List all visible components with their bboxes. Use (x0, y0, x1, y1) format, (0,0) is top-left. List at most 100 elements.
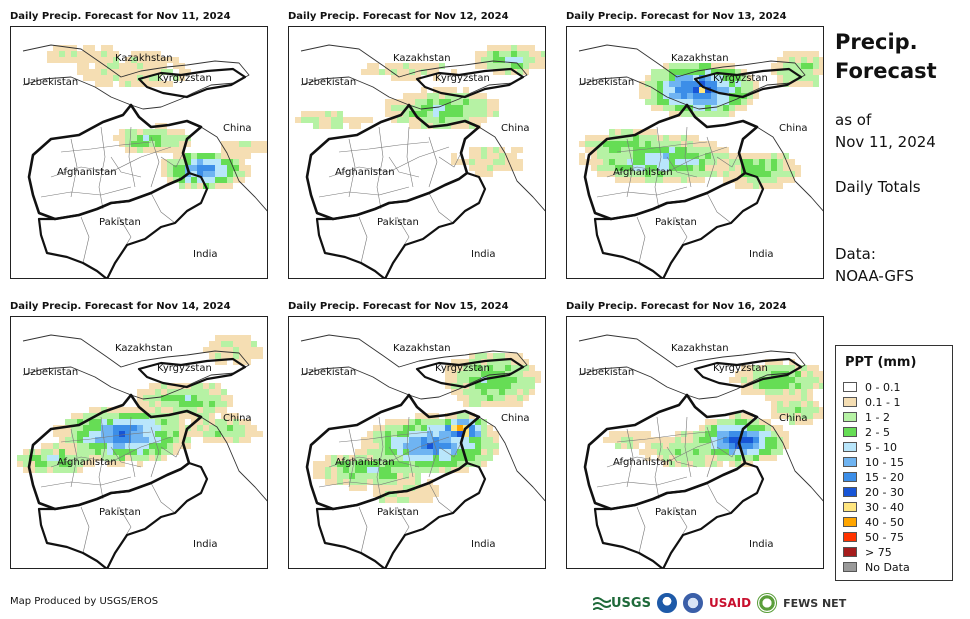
legend-item: 10 - 15 (843, 455, 904, 469)
province-boundary (110, 446, 142, 468)
province-boundary (150, 136, 160, 188)
province-boundary (684, 126, 692, 188)
legend-label: 0 - 0.1 (865, 380, 901, 394)
map-frame: Kazakhstan Uzbekistan Kyrgyzstan China Afgha… (10, 316, 268, 569)
label-pakistan: Pakistan (99, 217, 141, 228)
province-boundary (706, 136, 716, 188)
label-afghanistan: Afghanistan (57, 457, 117, 468)
kyrgyzstan-border (137, 67, 247, 99)
province-boundary (318, 186, 410, 198)
kyrgyzstan-border (137, 357, 247, 389)
label-kyrgyzstan: Kyrgyzstan (435, 363, 490, 374)
province-boundary (666, 446, 698, 468)
legend-label: 30 - 40 (865, 500, 904, 514)
label-uzbekistan: Uzbekistan (579, 367, 634, 378)
as-of-value: Nov 11, 2024 (835, 133, 936, 151)
legend-item: 0.1 - 1 (843, 395, 900, 409)
label-kazakhstan: Kazakhstan (393, 53, 451, 64)
legend-item: 30 - 40 (843, 500, 904, 514)
fews-globe-icon (757, 593, 778, 613)
legend-item: 1 - 2 (843, 410, 890, 424)
legend-item: 20 - 30 (843, 485, 904, 499)
legend-swatch (843, 502, 857, 512)
daily-totals-label: Daily Totals (835, 178, 921, 196)
province-boundary (358, 506, 368, 554)
province-boundary (376, 416, 384, 500)
map-frame: Kazakhstan Uzbekistan Kyrgyzstan China Afgha… (10, 26, 268, 279)
kyrgyzstan-border (415, 67, 525, 99)
as-of-label: as of (835, 111, 872, 129)
label-china: China (779, 413, 808, 424)
kyrgyzstan-border (693, 357, 803, 389)
precip-grid (313, 353, 541, 503)
precip-map: Kazakhstan Uzbekistan Kyrgyzstan China Afgha… (300, 334, 545, 568)
province-boundary (376, 126, 384, 210)
province-boundary (98, 126, 106, 210)
precip-map: Kazakhstan Uzbekistan Kyrgyzstan China Afgha… (22, 44, 267, 278)
precip-grid (47, 45, 267, 189)
panel-title: Daily Precip. Forecast for Nov 12, 2024 (288, 11, 509, 22)
province-boundary (160, 442, 184, 458)
precip-map: Kazakhstan Uzbekistan Kyrgyzstan China Afgha… (17, 334, 267, 568)
province-boundary (50, 146, 172, 178)
province-boundary (616, 141, 708, 153)
panel-title: Daily Precip. Forecast for Nov 13, 2024 (566, 11, 787, 22)
label-kyrgyzstan: Kyrgyzstan (713, 363, 768, 374)
label-kyrgyzstan: Kyrgyzstan (157, 73, 212, 84)
country-boundary (478, 416, 545, 502)
province-boundary (666, 156, 698, 178)
map-frame: Kazakhstan Uzbekistan Kyrgyzstan China Afgha… (288, 316, 546, 569)
label-kazakhstan: Kazakhstan (671, 53, 729, 64)
precip-grid (295, 45, 545, 177)
legend-label: 2 - 5 (865, 425, 890, 439)
country-boundary (478, 126, 545, 212)
panel-title: Daily Precip. Forecast for Nov 15, 2024 (288, 301, 509, 312)
legend-label: 20 - 30 (865, 485, 904, 499)
province-boundary (80, 506, 90, 554)
legend-label: 0.1 - 1 (865, 395, 901, 409)
label-china: China (223, 413, 252, 424)
province-boundary (706, 426, 716, 478)
province-boundary (98, 416, 106, 500)
label-kazakhstan: Kazakhstan (115, 53, 173, 64)
province-boundary (70, 138, 78, 198)
legend-swatch (843, 547, 857, 557)
province-boundary (388, 156, 420, 178)
legend-label: > 75 (865, 545, 892, 559)
province-boundary (654, 126, 662, 210)
usgs-logo-text: USGS (611, 595, 651, 611)
legend-swatch (843, 412, 857, 422)
label-uzbekistan: Uzbekistan (301, 367, 356, 378)
kyrgyzstan-border (415, 357, 525, 389)
label-india: India (471, 539, 496, 550)
legend-swatch (843, 397, 857, 407)
label-pakistan: Pakistan (377, 217, 419, 228)
label-uzbekistan: Uzbekistan (579, 77, 634, 88)
afghanistan-border (305, 393, 481, 511)
precip-map: Kazakhstan Uzbekistan Kyrgyzstan China Afgha… (578, 44, 823, 278)
label-afghanistan: Afghanistan (57, 167, 117, 178)
legend-swatch (843, 517, 857, 527)
legend-swatch (843, 532, 857, 542)
label-india: India (193, 539, 218, 550)
province-boundary (348, 428, 356, 488)
legend-item: 2 - 5 (843, 425, 890, 439)
province-boundary (706, 482, 732, 514)
legend-label: 1 - 2 (865, 410, 890, 424)
label-kazakhstan: Kazakhstan (393, 343, 451, 354)
usgs-wave-icon (593, 597, 611, 610)
map-frame: Kazakhstan Uzbekistan Kyrgyzstan China Afgha… (566, 26, 824, 279)
label-india: India (471, 249, 496, 260)
precip-map: Kazakhstan Uzbekistan Kyrgyzstan China Afgha… (578, 334, 823, 568)
province-boundary (128, 416, 136, 478)
label-kyrgyzstan: Kyrgyzstan (157, 363, 212, 374)
province-boundary (50, 436, 172, 468)
label-china: China (223, 123, 252, 134)
province-boundary (616, 431, 708, 443)
province-boundary (328, 436, 450, 468)
label-afghanistan: Afghanistan (335, 167, 395, 178)
province-boundary (438, 442, 462, 458)
legend-title: PPT (mm) (845, 355, 917, 370)
legend-label: 5 - 10 (865, 440, 897, 454)
